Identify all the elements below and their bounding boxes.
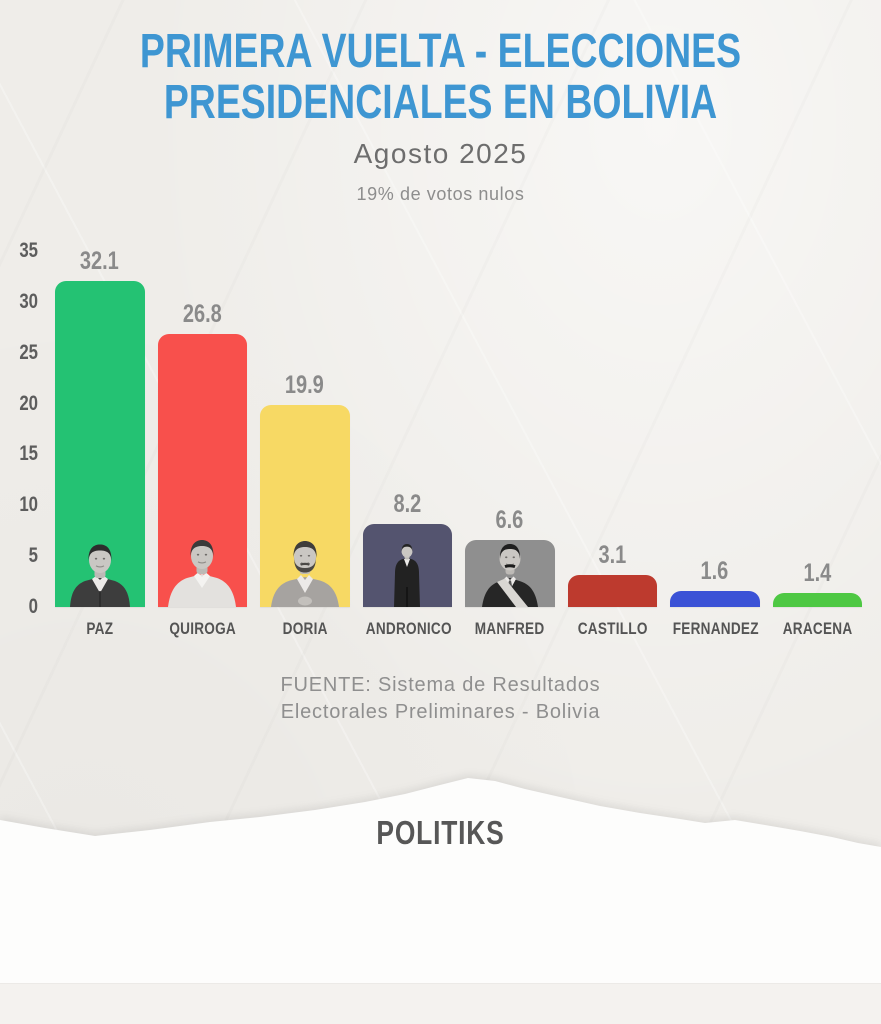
doria-portrait-photo [264, 537, 346, 607]
source-line-2: Electorales Preliminares - Bolivia [280, 701, 601, 723]
bar-category-label: DORIA [282, 619, 328, 638]
bar-group-fernandez: 1.6 FERNANDEZ [670, 251, 760, 638]
bar-category-label: PAZ [86, 619, 114, 638]
y-tick-label: 15 [19, 442, 38, 466]
y-tick-label: 10 [19, 493, 38, 517]
source-line-1: FUENTE: Sistema de Resultados [280, 674, 601, 696]
bar-group-andronico: 8.2 ANDRONICO [362, 251, 452, 638]
bar-paz [55, 280, 145, 607]
bar-group-paz: 32.1 PAZ [55, 247, 145, 638]
bar-value-label: 32.1 [80, 246, 120, 275]
bar-value-label: 6.6 [495, 505, 524, 534]
bar-doria [260, 404, 350, 607]
y-tick-label: 5 [28, 544, 38, 568]
y-tick-label: 30 [19, 289, 38, 313]
bar-value-label: 3.1 [598, 541, 627, 570]
andronico-portrait-photo [382, 543, 432, 607]
quiroga-portrait-photo [160, 535, 244, 607]
bar-group-doria: 19.9 DORIA [260, 251, 350, 638]
bar-group-quiroga: 26.8 QUIROGA [157, 251, 247, 638]
bottom-strip [0, 983, 881, 1024]
bar-fernandez [670, 590, 760, 607]
bar-category-label: FERNANDEZ [672, 619, 759, 638]
manfred-portrait-photo [476, 541, 544, 607]
title-line-1: PRIMERA VUELTA - ELECCIONES [139, 25, 742, 78]
bar-group-castillo: 3.1 CASTILLO [567, 251, 657, 638]
bar-value-label: 1.6 [700, 556, 729, 585]
bar-aracena [772, 592, 862, 607]
bar-quiroga [157, 334, 247, 607]
bar-andronico [362, 523, 452, 607]
header: PRIMERA VUELTA - ELECCIONES PRESIDENCIAL… [0, 26, 881, 205]
y-tick-label: 20 [19, 391, 38, 415]
page-title: PRIMERA VUELTA - ELECCIONES PRESIDENCIAL… [0, 26, 881, 128]
y-tick-label: 35 [19, 239, 38, 262]
bar-value-label: 19.9 [285, 370, 325, 399]
plot-area: 32.1 PAZ 26.8 QUIROGA 19.9 DORIA 8.2 ANDRON [55, 247, 862, 638]
bar-value-label: 1.4 [803, 558, 832, 587]
bar-manfred [465, 539, 555, 607]
y-tick-label: 25 [19, 340, 38, 364]
title-line-2: PRESIDENCIALES EN BOLIVIA [163, 76, 718, 129]
bar-category-label: ARACENA [782, 619, 853, 638]
null-votes-note: 19% de votos nulos [356, 184, 525, 204]
bar-category-label: QUIROGA [168, 619, 236, 638]
bar-category-label: MANFRED [474, 619, 545, 638]
bar-category-label: CASTILLO [577, 619, 648, 638]
brand-logo: POLITIKS [376, 814, 505, 851]
torn-paper-section: POLITIKS [0, 770, 881, 983]
bar-group-aracena: 1.4 ARACENA [772, 251, 862, 638]
bar-group-manfred: 6.6 MANFRED [465, 251, 555, 638]
paz-portrait-photo [61, 541, 139, 607]
bar-value-label: 26.8 [182, 300, 222, 329]
chart-subtitle: Agosto 2025 [353, 138, 528, 169]
y-tick-label: 0 [28, 595, 38, 618]
source-note: FUENTE: Sistema de Resultados Electorale… [0, 672, 881, 726]
bar-category-label: ANDRONICO [365, 619, 452, 638]
bar-castillo [567, 575, 657, 607]
torn-paper-edge: POLITIKS [0, 778, 881, 983]
bar-value-label: 8.2 [393, 489, 422, 518]
